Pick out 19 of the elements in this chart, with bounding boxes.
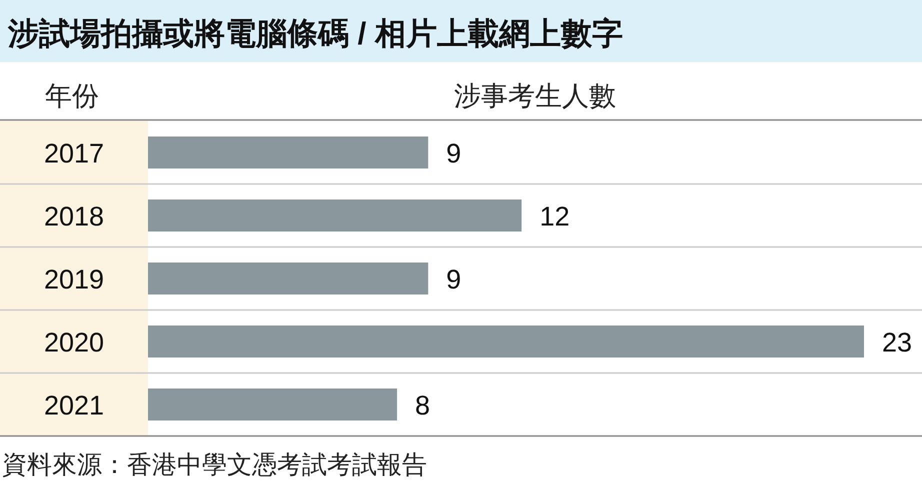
data-label: 23 xyxy=(882,328,912,358)
bar xyxy=(148,136,428,168)
y-tick-label: 2019 xyxy=(44,264,104,294)
bar xyxy=(148,326,864,358)
y-tick-label: 2017 xyxy=(44,138,104,168)
data-label: 12 xyxy=(540,202,570,232)
data-label: 9 xyxy=(446,138,462,168)
bar xyxy=(148,388,398,420)
bar xyxy=(148,262,428,294)
x-axis-title: 涉事考生人數 xyxy=(454,81,616,111)
data-label: 9 xyxy=(446,264,462,294)
bar xyxy=(148,200,522,232)
y-tick-label: 2021 xyxy=(44,390,104,420)
source-note: 資料來源：香港中學文憑考試考試報告 xyxy=(2,451,427,479)
y-tick-label: 2020 xyxy=(44,328,104,358)
y-axis-title: 年份 xyxy=(45,81,99,111)
data-label: 8 xyxy=(415,390,430,420)
chart-title: 涉試場拍攝或將電腦條碼 / 相片上載網上數字 xyxy=(7,16,623,51)
y-tick-label: 2018 xyxy=(44,202,104,232)
